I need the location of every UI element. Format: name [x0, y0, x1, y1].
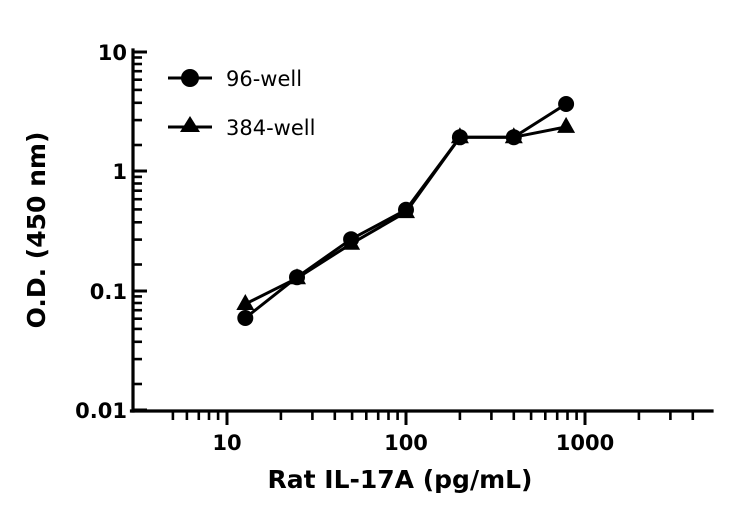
x-axis-ticks	[171, 411, 695, 425]
legend-label-96-well: 96-well	[226, 67, 302, 91]
y-axis-ticks	[133, 50, 147, 412]
data-point-marker	[504, 127, 523, 144]
y-axis-title: O.D. (450 nm)	[22, 132, 51, 329]
data-point-marker	[288, 268, 306, 285]
legend-label-384-well: 384-well	[226, 116, 315, 140]
data-point-marker	[236, 294, 255, 310]
chart-legend: 96-well 384-well	[168, 67, 315, 140]
x-tick-label-100: 100	[384, 431, 428, 455]
legend-entry-384-well: 384-well	[168, 116, 315, 140]
y-tick-label-0.1: 0.1	[90, 280, 127, 304]
x-tick-labels: 10 100 1000	[212, 431, 614, 455]
legend-entry-96-well: 96-well	[168, 67, 302, 91]
series-384-well	[236, 116, 576, 310]
data-point-marker	[558, 96, 575, 112]
y-tick-labels: 10 1 0.1 0.01	[75, 41, 127, 423]
triangle-marker-icon	[180, 116, 200, 132]
data-point-marker	[342, 233, 361, 250]
x-axis-title: Rat IL-17A (pg/mL)	[268, 465, 533, 494]
x-tick-label-1000: 1000	[556, 431, 614, 455]
data-point-marker	[237, 310, 254, 326]
y-tick-label-10: 10	[98, 41, 127, 65]
data-point-marker	[557, 116, 576, 133]
circle-marker-icon	[181, 69, 199, 87]
y-tick-label-0.01: 0.01	[75, 399, 127, 423]
y-tick-label-1: 1	[112, 160, 127, 184]
axis-lines	[129, 48, 714, 413]
data-point-marker	[397, 202, 415, 219]
data-point-marker	[450, 127, 469, 144]
x-tick-label-10: 10	[212, 431, 241, 455]
